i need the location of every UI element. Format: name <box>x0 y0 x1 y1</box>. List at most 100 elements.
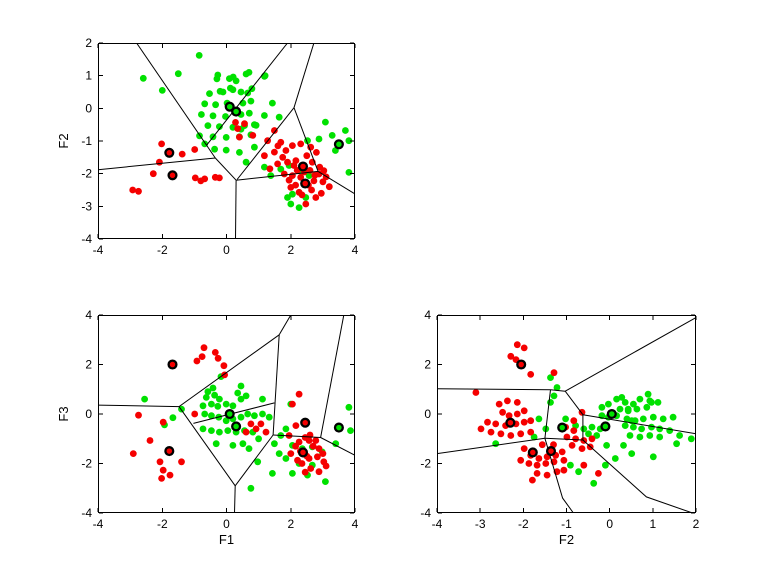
data-point-green <box>222 113 229 120</box>
data-point-green <box>656 425 664 433</box>
data-point-green <box>222 134 230 141</box>
data-point-green <box>676 432 683 439</box>
data-point-red <box>211 349 219 356</box>
codebook-marker <box>164 147 175 158</box>
data-point-green <box>616 405 624 413</box>
data-point-red <box>178 150 186 158</box>
data-point-green <box>289 190 296 198</box>
x-axis-label: F1 <box>219 532 234 547</box>
decision-boundary <box>206 43 288 146</box>
data-point-red <box>198 353 206 360</box>
data-point-red <box>513 341 521 349</box>
decision-boundary <box>320 437 355 456</box>
data-point-red <box>266 165 274 173</box>
data-point-green <box>251 143 258 151</box>
decision-boundary <box>544 438 574 513</box>
data-point-red <box>178 458 185 466</box>
decision-boundary <box>564 390 584 416</box>
data-point-red <box>570 417 578 425</box>
data-point-green <box>284 194 291 201</box>
data-point-red <box>282 147 290 154</box>
data-point-green <box>229 86 237 94</box>
data-point-red <box>477 425 485 433</box>
data-point-green <box>305 172 313 180</box>
y-tick-label: 0 <box>424 407 431 421</box>
data-point-green <box>208 412 215 420</box>
decision-boundary <box>317 170 355 195</box>
data-point-green <box>618 394 626 401</box>
y-tick-label: -4 <box>81 506 92 520</box>
data-point-red <box>284 158 291 166</box>
data-point-green <box>342 127 349 134</box>
codebook-marker <box>606 408 617 420</box>
data-point-green <box>199 402 207 410</box>
data-point-red <box>129 186 137 194</box>
decision-boundary <box>437 437 545 455</box>
data-point-green <box>259 395 266 403</box>
data-point-green <box>345 137 353 145</box>
data-point-green <box>630 400 637 408</box>
data-point-green <box>222 146 230 154</box>
data-point-red <box>135 411 142 419</box>
data-point-red <box>307 465 315 472</box>
data-point-green <box>643 403 651 411</box>
y-tick-label: -2 <box>420 457 431 471</box>
data-point-green <box>222 417 230 425</box>
data-point-red <box>513 399 521 406</box>
decision-boundary <box>320 315 345 438</box>
data-point-red <box>309 442 317 450</box>
decision-boundary <box>178 334 280 408</box>
data-point-red <box>310 177 318 185</box>
data-point-green <box>547 374 554 381</box>
data-point-green <box>621 399 629 406</box>
data-point-green <box>628 450 636 457</box>
data-point-green <box>204 388 212 396</box>
data-point-red <box>325 183 333 191</box>
data-point-red <box>302 200 310 208</box>
plot-area <box>98 43 355 239</box>
data-point-green <box>209 384 217 392</box>
data-point-red <box>200 344 208 352</box>
data-point-green <box>261 163 268 171</box>
data-point-green <box>247 484 255 492</box>
decision-boundary <box>234 485 236 513</box>
data-point-green <box>244 410 252 418</box>
data-point-red <box>159 466 167 474</box>
data-point-red <box>319 178 327 186</box>
data-point-red <box>595 470 602 477</box>
data-point-red <box>287 450 295 457</box>
data-point-green <box>282 455 290 462</box>
codebook-marker <box>300 417 311 428</box>
data-point-green <box>237 413 245 421</box>
data-point-green <box>242 70 250 78</box>
data-point-red <box>317 189 325 197</box>
data-point-green <box>624 405 632 413</box>
plot-area <box>437 317 696 513</box>
data-point-green <box>649 453 657 461</box>
data-point-green <box>265 413 273 421</box>
x-tick-label: 2 <box>693 517 700 531</box>
data-point-red <box>527 417 535 425</box>
data-point-green <box>261 112 268 119</box>
data-point-red <box>166 471 174 479</box>
data-point-green <box>345 403 353 411</box>
data-point-red <box>527 428 535 436</box>
data-point-red <box>570 427 578 434</box>
x-tick-label: 0 <box>606 517 613 531</box>
data-point-red <box>312 194 320 201</box>
y-tick-label: 2 <box>85 36 92 50</box>
data-point-red <box>271 127 278 134</box>
data-point-green <box>202 394 210 401</box>
y-tick-label: -1 <box>81 134 92 148</box>
data-point-red <box>298 191 306 199</box>
data-point-red <box>322 462 330 470</box>
data-point-red <box>234 125 242 132</box>
y-tick-label: 0 <box>85 101 92 115</box>
data-point-red <box>249 132 257 139</box>
decision-boundary <box>550 389 566 392</box>
data-point-red <box>542 460 550 467</box>
data-point-red <box>487 428 495 436</box>
data-point-red <box>271 148 278 156</box>
data-point-green <box>269 470 276 477</box>
data-point-red <box>517 456 525 464</box>
